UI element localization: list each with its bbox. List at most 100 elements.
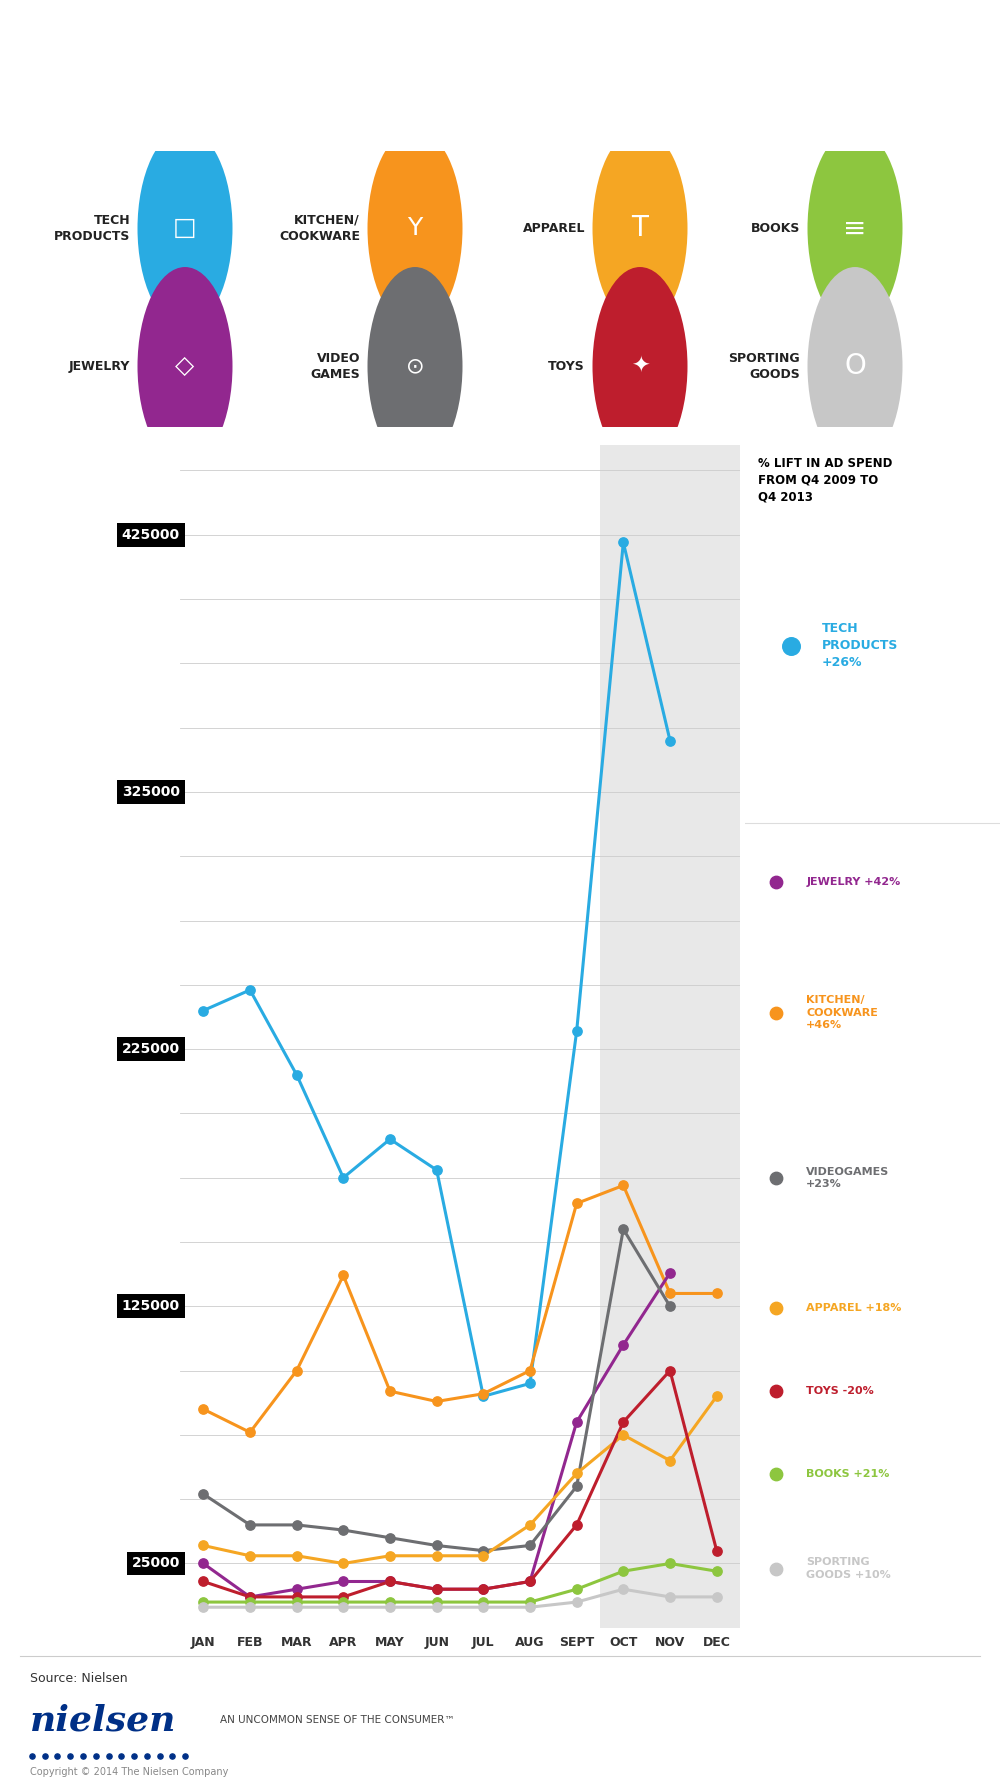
Point (429, 1388, 445, 1416)
Point (615, 1331, 631, 1359)
Point (768, 1377, 784, 1405)
Ellipse shape (808, 130, 902, 327)
Text: % LIFT IN AD SPEND
FROM Q4 2009 TO
Q4 2013: % LIFT IN AD SPEND FROM Q4 2009 TO Q4 20… (758, 457, 892, 503)
Text: BOOKS: BOOKS (751, 222, 800, 235)
Text: BOOKS +21%: BOOKS +21% (806, 1469, 890, 1478)
Point (768, 868, 784, 897)
Point (522, 1589, 538, 1617)
Point (289, 1589, 305, 1617)
Point (475, 1382, 491, 1411)
Point (662, 726, 678, 754)
Point (569, 1459, 585, 1487)
Point (569, 1018, 585, 1046)
Point (289, 1060, 305, 1089)
Point (382, 1567, 398, 1596)
Point (335, 1583, 351, 1612)
Point (522, 1370, 538, 1398)
Point (195, 1480, 211, 1509)
Bar (600, 445, 740, 1628)
Point (522, 1510, 538, 1539)
Point (522, 1567, 538, 1596)
Point (615, 1407, 631, 1436)
Point (195, 1550, 211, 1578)
Text: APPAREL: APPAREL (522, 222, 585, 235)
Text: TECH
PRODUCTS
+26%: TECH PRODUCTS +26% (822, 623, 898, 669)
Text: ◇: ◇ (175, 354, 195, 379)
Point (768, 1163, 784, 1192)
Point (522, 1567, 538, 1596)
Text: 325000: 325000 (122, 785, 180, 799)
Point (289, 1542, 305, 1571)
Point (335, 1516, 351, 1544)
Point (289, 1356, 305, 1384)
Point (569, 1589, 585, 1617)
Text: 425000: 425000 (122, 528, 180, 543)
Text: AD SPEND SPIKES JUST IN TIME FOR THE HOLIDAYS: AD SPEND SPIKES JUST IN TIME FOR THE HOL… (220, 41, 780, 60)
Text: VIDEOGAMES
+23%: VIDEOGAMES +23% (806, 1167, 889, 1190)
Point (569, 1188, 585, 1217)
Point (195, 996, 211, 1025)
Point (242, 975, 258, 1003)
Point (335, 1589, 351, 1617)
Point (429, 1574, 445, 1603)
Text: VIDEO
GAMES: VIDEO GAMES (310, 352, 360, 381)
Point (429, 1542, 445, 1571)
Ellipse shape (138, 130, 232, 327)
Point (242, 1418, 258, 1446)
Text: Source: Nielsen: Source: Nielsen (30, 1672, 128, 1685)
Point (335, 1592, 351, 1621)
Point (335, 1261, 351, 1290)
Text: ⊙: ⊙ (406, 356, 424, 377)
Ellipse shape (592, 130, 688, 327)
Point (615, 528, 631, 557)
Ellipse shape (138, 267, 232, 466)
Point (569, 1407, 585, 1436)
Text: T: T (632, 215, 648, 242)
Point (475, 1574, 491, 1603)
Text: □: □ (173, 217, 197, 240)
Point (24, 1742, 40, 1770)
Point (768, 1555, 784, 1583)
Point (429, 1592, 445, 1621)
Point (382, 1124, 398, 1153)
Point (662, 1356, 678, 1384)
Point (522, 1532, 538, 1560)
Point (768, 1293, 784, 1322)
Ellipse shape (808, 267, 902, 466)
Text: Y: Y (407, 217, 423, 240)
Point (382, 1592, 398, 1621)
Point (195, 1589, 211, 1617)
Point (289, 1583, 305, 1612)
Point (475, 1537, 491, 1566)
Point (615, 1171, 631, 1199)
Point (126, 1742, 142, 1770)
Point (195, 1567, 211, 1596)
Point (289, 1510, 305, 1539)
Point (475, 1574, 491, 1603)
Point (662, 1292, 678, 1320)
Point (783, 632, 799, 660)
Text: Copyright © 2014 The Nielsen Company: Copyright © 2014 The Nielsen Company (30, 1767, 228, 1777)
Text: KITCHEN/
COOKWARE
+46%: KITCHEN/ COOKWARE +46% (806, 994, 878, 1030)
Text: SPORTING
GOODS +10%: SPORTING GOODS +10% (806, 1557, 891, 1580)
Point (709, 1537, 725, 1566)
Point (335, 1550, 351, 1578)
Point (615, 1574, 631, 1603)
Point (242, 1542, 258, 1571)
Point (429, 1156, 445, 1185)
Point (382, 1542, 398, 1571)
Text: nielsen: nielsen (30, 1703, 176, 1738)
Point (75, 1742, 91, 1770)
Text: ≡: ≡ (843, 215, 867, 242)
Point (709, 1557, 725, 1585)
Text: KITCHEN/
COOKWARE: KITCHEN/ COOKWARE (279, 213, 360, 244)
Point (195, 1395, 211, 1423)
Text: 225000: 225000 (122, 1042, 180, 1057)
Point (429, 1532, 445, 1560)
Point (335, 1163, 351, 1192)
Point (709, 1583, 725, 1612)
Text: JEWELRY: JEWELRY (69, 359, 130, 374)
Point (768, 998, 784, 1026)
Point (662, 1550, 678, 1578)
Point (177, 1742, 193, 1770)
